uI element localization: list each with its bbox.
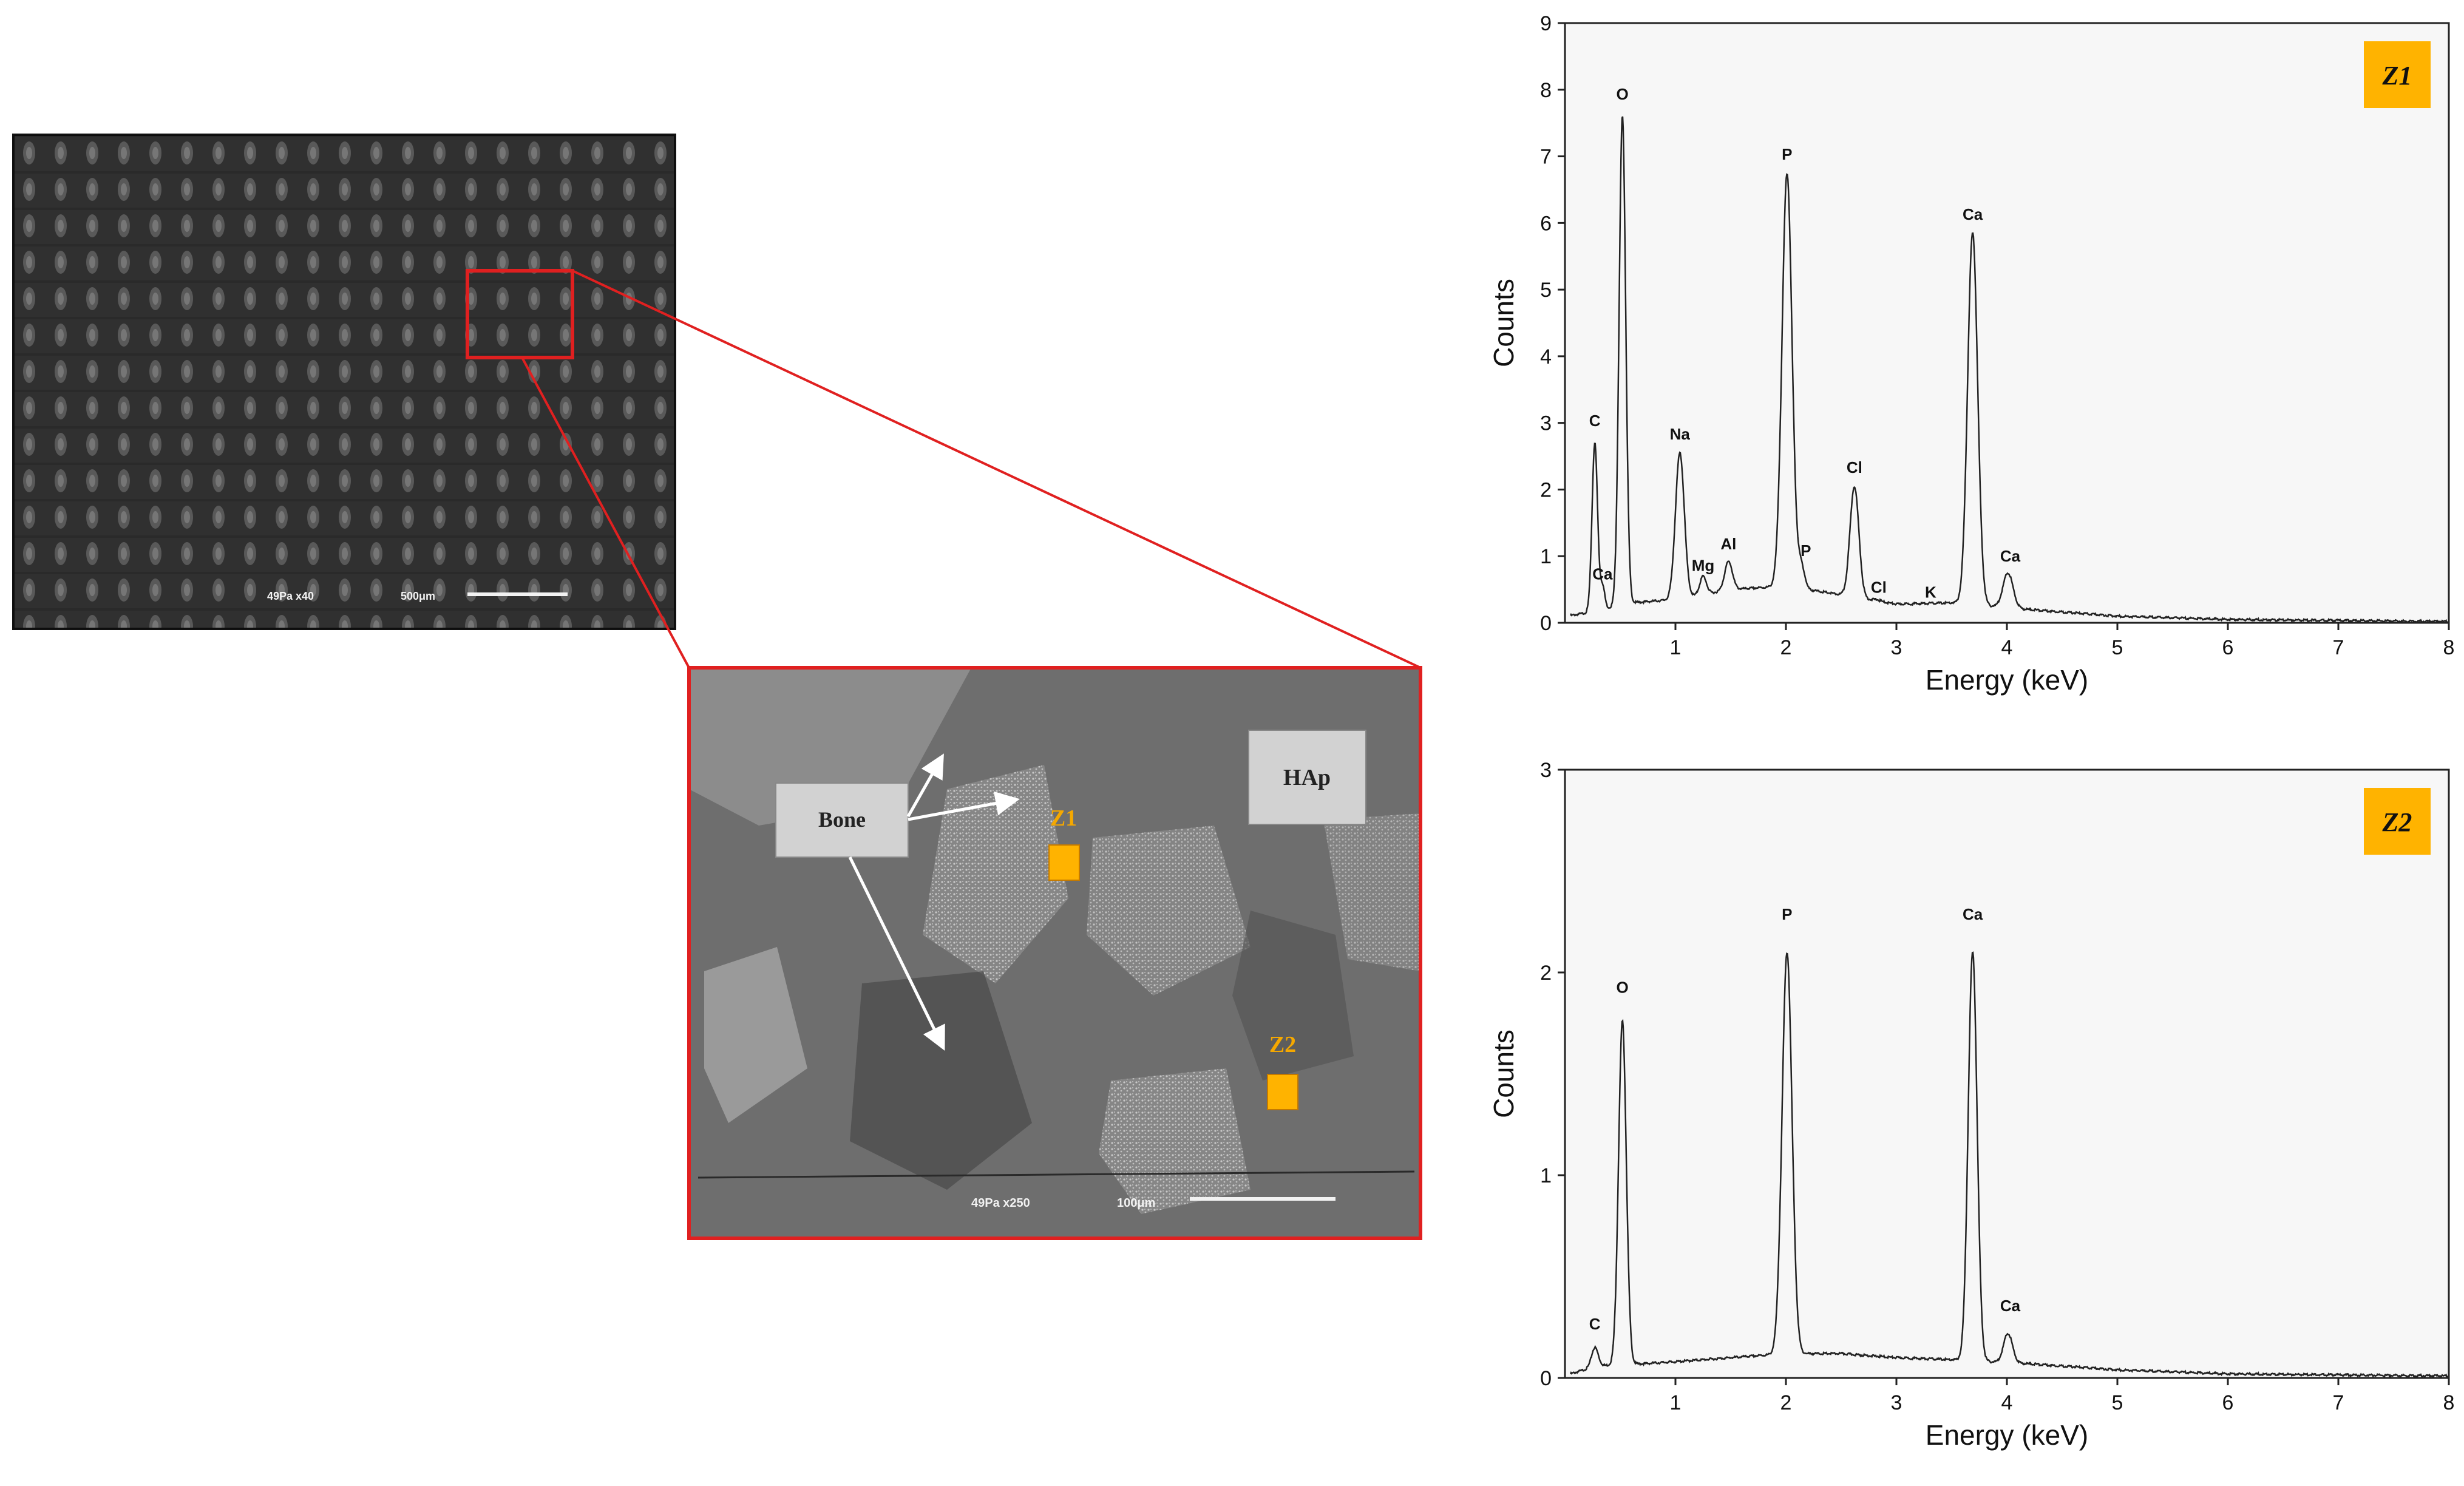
y-tick-label: 3 — [1540, 759, 1552, 782]
sem-crack — [697, 1170, 1415, 1179]
peak-label: Cl — [1847, 458, 1862, 477]
peak-label: P — [1800, 541, 1811, 560]
x-tick-label: 8 — [2443, 636, 2455, 659]
hap-label: HAp — [1283, 765, 1331, 790]
sem-grain — [1099, 1068, 1251, 1214]
peak-label: P — [1782, 905, 1792, 923]
panel-tag: Z2 — [2382, 807, 2412, 837]
sem-grain — [1232, 911, 1354, 1081]
x-tick-label: 4 — [2001, 1391, 2013, 1414]
x-tick-label: 2 — [1780, 636, 1792, 659]
spectrum-series — [1569, 951, 2449, 1379]
y-tick-label: 1 — [1540, 545, 1552, 568]
sem-detail-scale-bar — [1190, 1197, 1336, 1201]
peak-label: O — [1617, 85, 1629, 103]
x-tick-label: 4 — [2001, 636, 2013, 659]
peak-label: Na — [1670, 425, 1691, 443]
zoom-region-box — [466, 269, 574, 359]
bone-arrow — [906, 753, 944, 818]
sem-overview-scale-label: 500μm — [401, 590, 435, 602]
bone-label: Bone — [818, 807, 866, 832]
x-tick-label: 6 — [2222, 1391, 2234, 1414]
sem-overview-micrograph: 49Pa x40 500μm — [12, 134, 676, 630]
y-tick-label: 5 — [1540, 279, 1552, 302]
y-tick-label: 7 — [1540, 146, 1552, 169]
x-tick-label: 1 — [1670, 636, 1682, 659]
x-tick-label: 3 — [1891, 1391, 1902, 1414]
y-tick-label: 2 — [1540, 478, 1552, 501]
sem-detail-scale-text: 49Pa x250 — [971, 1196, 1030, 1210]
peak-label: Cl — [1871, 578, 1887, 597]
x-tick-label: 1 — [1670, 1391, 1682, 1414]
zoom-connector-line — [572, 270, 1421, 669]
x-axis-label: Energy (keV) — [1926, 1419, 2088, 1451]
peak-label: C — [1589, 412, 1601, 430]
x-tick-label: 5 — [2112, 1391, 2123, 1414]
x-tick-label: 7 — [2333, 1391, 2344, 1414]
y-tick-label: 9 — [1540, 12, 1552, 35]
panel-tag-box — [2364, 788, 2431, 855]
sem-overview-image — [12, 134, 676, 630]
sem-overview-scale-text: 49Pa x40 — [267, 590, 314, 602]
peak-label: C — [1589, 1315, 1601, 1333]
peak-label: O — [1617, 978, 1629, 996]
y-tick-label: 8 — [1540, 79, 1552, 102]
sem-detail-scale-label: 100μm — [1117, 1196, 1155, 1210]
x-tick-label: 5 — [2112, 636, 2123, 659]
x-tick-label: 2 — [1780, 1391, 1792, 1414]
x-tick-label: 3 — [1891, 636, 1902, 659]
peak-label: K — [1925, 583, 1936, 601]
x-axis-label: Energy (keV) — [1926, 664, 2088, 696]
zoom-connector-line — [521, 357, 690, 668]
y-tick-label: 6 — [1540, 212, 1552, 235]
panel-tag-box — [2364, 41, 2431, 108]
bone-arrow — [908, 791, 1020, 821]
peak-label: Ca — [1592, 565, 1613, 583]
y-tick-label: 1 — [1540, 1164, 1552, 1187]
plot-area — [1564, 22, 2450, 624]
y-axis-label: Counts — [1488, 1030, 1519, 1118]
hap-label-box — [1248, 730, 1366, 825]
y-tick-label: 4 — [1540, 345, 1552, 368]
sem-overview-scale-bar — [467, 592, 568, 596]
zone-z2-marker — [1267, 1074, 1298, 1110]
sem-grain — [850, 971, 1032, 1190]
peak-label: Ca — [2000, 1297, 2021, 1315]
sem-detail-micrograph: Bone HAp Z1 Z2 49Pa x250 100μm — [687, 666, 1422, 1240]
spectrum-series — [1569, 116, 2449, 624]
y-tick-label: 2 — [1540, 962, 1552, 985]
eds-spectrum-z2: 1 2 3 4 5 6 7 8 0 1 2 3 Energy (keV) Counts Z2 C O P Ca Ca — [1488, 759, 2454, 1451]
zone-z1-marker — [1048, 844, 1080, 881]
plot-area — [1564, 768, 2450, 1379]
x-tick-label: 8 — [2443, 1391, 2455, 1414]
bone-arrow — [848, 856, 945, 1051]
sem-detail-frame — [687, 666, 1422, 1240]
y-tick-label: 0 — [1540, 612, 1552, 635]
zone-z2-label: Z2 — [1269, 1032, 1296, 1057]
peak-label: Ca — [1963, 205, 1983, 223]
peak-label: Ca — [2000, 547, 2021, 565]
peak-label: Ca — [1963, 905, 1983, 923]
sem-grain — [1087, 826, 1251, 996]
y-tick-label: 0 — [1540, 1367, 1552, 1390]
panel-tag: Z1 — [2382, 61, 2412, 90]
peak-label: Al — [1720, 535, 1736, 553]
eds-spectrum-z1: 1 2 3 4 5 6 7 8 0 1 2 3 4 5 6 7 8 9 Energy (keV) Counts Z1 C C… — [1488, 12, 2454, 696]
peak-label: Mg — [1692, 556, 1715, 574]
y-axis-label: Counts — [1488, 279, 1519, 367]
sem-grain — [923, 765, 1068, 983]
x-tick-label: 7 — [2333, 636, 2344, 659]
sem-grain — [704, 947, 807, 1123]
sem-overview-shade — [13, 135, 675, 629]
sem-grain — [1323, 813, 1420, 971]
peak-label: P — [1782, 145, 1792, 163]
y-tick-label: 3 — [1540, 412, 1552, 435]
zone-z1-label: Z1 — [1050, 806, 1077, 831]
x-tick-label: 6 — [2222, 636, 2234, 659]
bone-label-box — [775, 782, 909, 858]
